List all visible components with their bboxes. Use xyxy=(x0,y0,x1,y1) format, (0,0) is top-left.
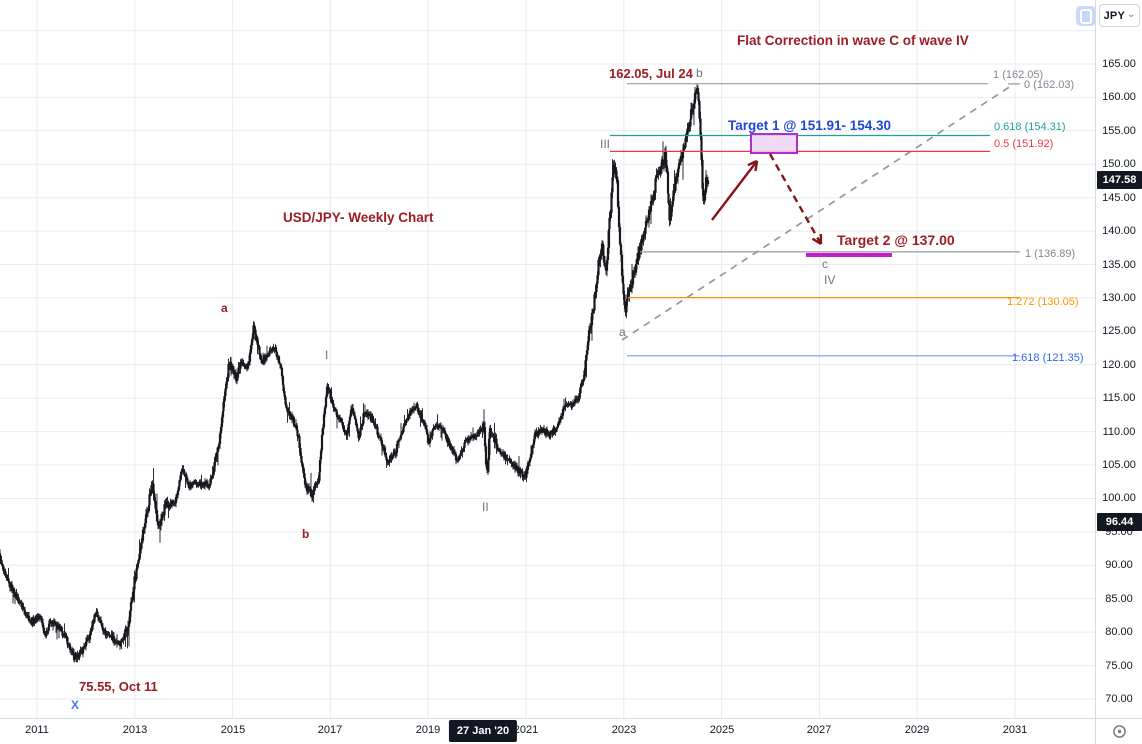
price-axis-label: 110.00 xyxy=(1102,426,1136,438)
currency-unit-button[interactable]: JPY ⌄ xyxy=(1099,4,1140,27)
time-axis-label: 2015 xyxy=(220,724,246,736)
price-axis-label: 155.00 xyxy=(1102,125,1136,137)
price-axis-label: 165.00 xyxy=(1102,58,1136,70)
time-axis-label: 2027 xyxy=(806,724,832,736)
text-annotation[interactable]: USD/JPY- Weekly Chart xyxy=(283,210,434,225)
screenshot-button[interactable] xyxy=(1076,6,1096,26)
price-axis-label: 100.00 xyxy=(1102,492,1136,504)
price-axis-label: 80.00 xyxy=(1105,626,1133,638)
wave-label[interactable]: a xyxy=(221,301,228,315)
time-axis-label: 2023 xyxy=(611,724,637,736)
price-axis-label: 150.00 xyxy=(1102,158,1136,170)
level-label: 1.272 (130.05) xyxy=(1007,296,1079,308)
wave-label[interactable]: a xyxy=(619,325,626,339)
wave-label[interactable]: b xyxy=(696,66,703,80)
time-axis[interactable]: 2011 2013 2015 2017 2019 2021 2023 2025 2027 2029… xyxy=(0,718,1095,744)
fib-levels[interactable]: 1 (162.05)0 (162.03) 0.618 (154.31) 0.5 (1… xyxy=(610,69,1084,364)
text-annotation[interactable]: 162.05, Jul 24 xyxy=(609,66,694,81)
wave-label[interactable]: II xyxy=(482,500,489,514)
level-label: 0.618 (154.31) xyxy=(994,121,1066,133)
wave-label[interactable]: IV xyxy=(824,273,835,287)
gear-icon xyxy=(1112,725,1126,738)
currency-unit-label: JPY xyxy=(1103,9,1125,22)
time-axis-label: 2017 xyxy=(317,724,343,736)
price-axis-label: 140.00 xyxy=(1102,225,1136,237)
date-badge: 27 Jan '20 xyxy=(448,720,518,742)
text-annotation[interactable]: Target 2 @ 137.00 xyxy=(837,232,955,248)
time-axis-label: 2013 xyxy=(122,724,148,736)
target1-box-drawing[interactable] xyxy=(750,133,798,154)
price-axis-label: 115.00 xyxy=(1102,392,1136,404)
axis-settings-button[interactable] xyxy=(1111,723,1128,740)
price-axis-label: 125.00 xyxy=(1102,325,1136,337)
price-axis[interactable]: JPY ⌄ 165.00 160.00 155.00 150.00 145.00 140.… xyxy=(1095,0,1142,718)
time-axis-label: 2029 xyxy=(904,724,930,736)
price-axis-label: 85.00 xyxy=(1105,593,1133,605)
price-axis-label: 135.00 xyxy=(1102,259,1136,271)
price-axis-label: 120.00 xyxy=(1102,359,1136,371)
annotations[interactable]: Flat Correction in wave C of wave IV 162.… xyxy=(71,33,969,712)
price-axis-label: 70.00 xyxy=(1105,693,1133,705)
chart-pane[interactable]: 1 (162.05) 0 (162.03) 0.618 (154.31) 0.5 (1… xyxy=(0,0,1096,718)
candles xyxy=(0,84,710,663)
time-axis-label: 2025 xyxy=(709,724,735,736)
text-annotation[interactable]: Target 1 @ 151.91- 154.30 xyxy=(728,118,891,133)
price-badge: 147.58 xyxy=(1097,171,1142,189)
price-badge: 96.44 xyxy=(1097,513,1142,531)
level-label: 1.618 (121.35) xyxy=(1012,352,1084,364)
candlestick-chart[interactable]: 1 (162.05)0 (162.03) 0.618 (154.31) 0.5 (1… xyxy=(0,0,1095,718)
camera-icon xyxy=(1080,8,1092,24)
wave-label[interactable]: b xyxy=(302,527,309,541)
gridlines xyxy=(0,0,1095,718)
dashed-arrow-drawing[interactable] xyxy=(768,153,823,246)
text-annotation[interactable]: Flat Correction in wave C of wave IV xyxy=(737,33,969,48)
price-axis-label: 105.00 xyxy=(1102,459,1136,471)
price-axis-label: 75.00 xyxy=(1105,660,1133,672)
level-label: 0 (162.03) xyxy=(1024,79,1074,91)
time-axis-label: 2021 xyxy=(513,724,539,736)
text-annotation[interactable]: 75.55, Oct 11 xyxy=(79,679,158,694)
level-label: 0.5 (151.92) xyxy=(994,138,1053,150)
price-axis-label: 145.00 xyxy=(1102,192,1136,204)
time-axis-label: 2031 xyxy=(1002,724,1028,736)
axis-corner xyxy=(1095,718,1142,744)
time-axis-label: 2011 xyxy=(25,724,49,736)
price-axis-label: 130.00 xyxy=(1102,292,1136,304)
time-axis-label: 2019 xyxy=(415,724,441,736)
level-label: 1 (162.05) xyxy=(993,69,1043,81)
level-label: 1 (136.89) xyxy=(1025,248,1075,260)
price-axis-label: 90.00 xyxy=(1105,559,1133,571)
wave-label[interactable]: I xyxy=(325,348,328,362)
wave-label[interactable]: X xyxy=(71,698,79,712)
price-axis-label: 160.00 xyxy=(1102,91,1136,103)
chevron-down-icon: ⌄ xyxy=(1127,8,1136,20)
wave-label[interactable]: III xyxy=(600,137,610,151)
wave-label[interactable]: c xyxy=(822,257,828,271)
arrow-drawing[interactable] xyxy=(711,159,759,221)
